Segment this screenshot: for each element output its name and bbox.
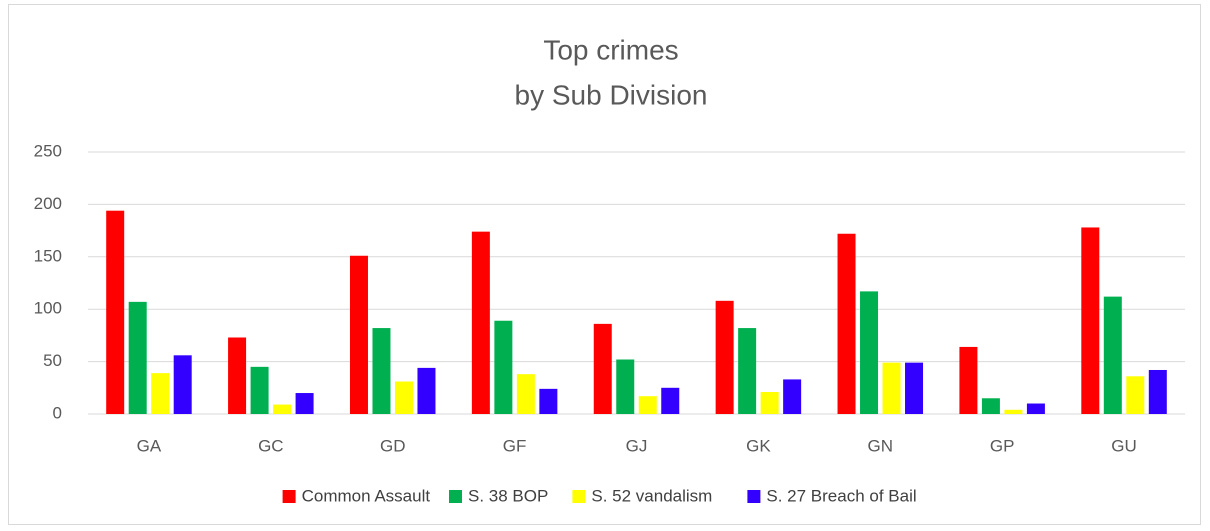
bar: [394, 381, 413, 414]
bar: [738, 328, 757, 414]
x-tick-label: GF: [503, 436, 527, 455]
y-tick-label: 100: [34, 299, 62, 318]
y-tick-label: 250: [34, 141, 62, 160]
bar: [539, 388, 558, 414]
x-tick-label: GD: [380, 436, 406, 455]
bar: [128, 301, 147, 414]
legend-label: Common Assault: [302, 486, 431, 505]
x-tick-label: GP: [990, 436, 1015, 455]
bar: [882, 362, 901, 414]
bar: [661, 387, 680, 414]
legend-swatch: [572, 490, 586, 503]
bar: [981, 398, 1000, 414]
y-tick-label: 0: [53, 403, 62, 422]
bar: [616, 359, 635, 414]
legend-label: S. 27 Breach of Bail: [766, 486, 916, 505]
bar: [760, 391, 779, 414]
chart-frame: [8, 4, 1201, 525]
y-tick-label: 50: [43, 351, 62, 370]
y-tick-label: 150: [34, 246, 62, 265]
chart-subtitle: by Sub Division: [515, 79, 708, 110]
bar: [593, 323, 612, 414]
bar: [372, 328, 391, 414]
bar: [106, 210, 125, 414]
bar: [494, 320, 513, 414]
bar: [1126, 376, 1145, 414]
bar: [715, 300, 734, 414]
bar: [250, 366, 269, 414]
bar: [837, 233, 856, 414]
bar: [516, 374, 535, 414]
bar: [417, 367, 436, 414]
legend-label: S. 38 BOP: [468, 486, 548, 505]
bar: [905, 362, 924, 414]
bar: [638, 396, 657, 414]
bar: [1004, 409, 1023, 414]
bar: [860, 291, 879, 414]
legend-swatch: [747, 490, 761, 503]
chart-title: Top crimes: [543, 34, 678, 65]
bar: [959, 346, 978, 414]
bar: [1148, 369, 1167, 414]
bar: [349, 255, 368, 414]
x-tick-label: GN: [868, 436, 894, 455]
legend-label: S. 52 vandalism: [591, 486, 712, 505]
bar: [783, 379, 802, 414]
bar: [471, 231, 490, 414]
bar: [1103, 296, 1122, 414]
x-tick-label: GA: [137, 436, 162, 455]
bar: [273, 404, 292, 414]
bar: [1081, 227, 1100, 414]
x-tick-label: GK: [746, 436, 771, 455]
x-tick-label: GJ: [626, 436, 648, 455]
bar: [295, 393, 314, 414]
bar: [151, 373, 170, 414]
x-tick-label: GU: [1111, 436, 1137, 455]
y-tick-label: 200: [34, 194, 62, 213]
bar: [173, 355, 192, 414]
bar: [228, 337, 247, 414]
legend-swatch: [282, 490, 296, 503]
legend-swatch: [449, 490, 462, 503]
bar: [1026, 403, 1045, 414]
x-tick-label: GC: [258, 436, 284, 455]
